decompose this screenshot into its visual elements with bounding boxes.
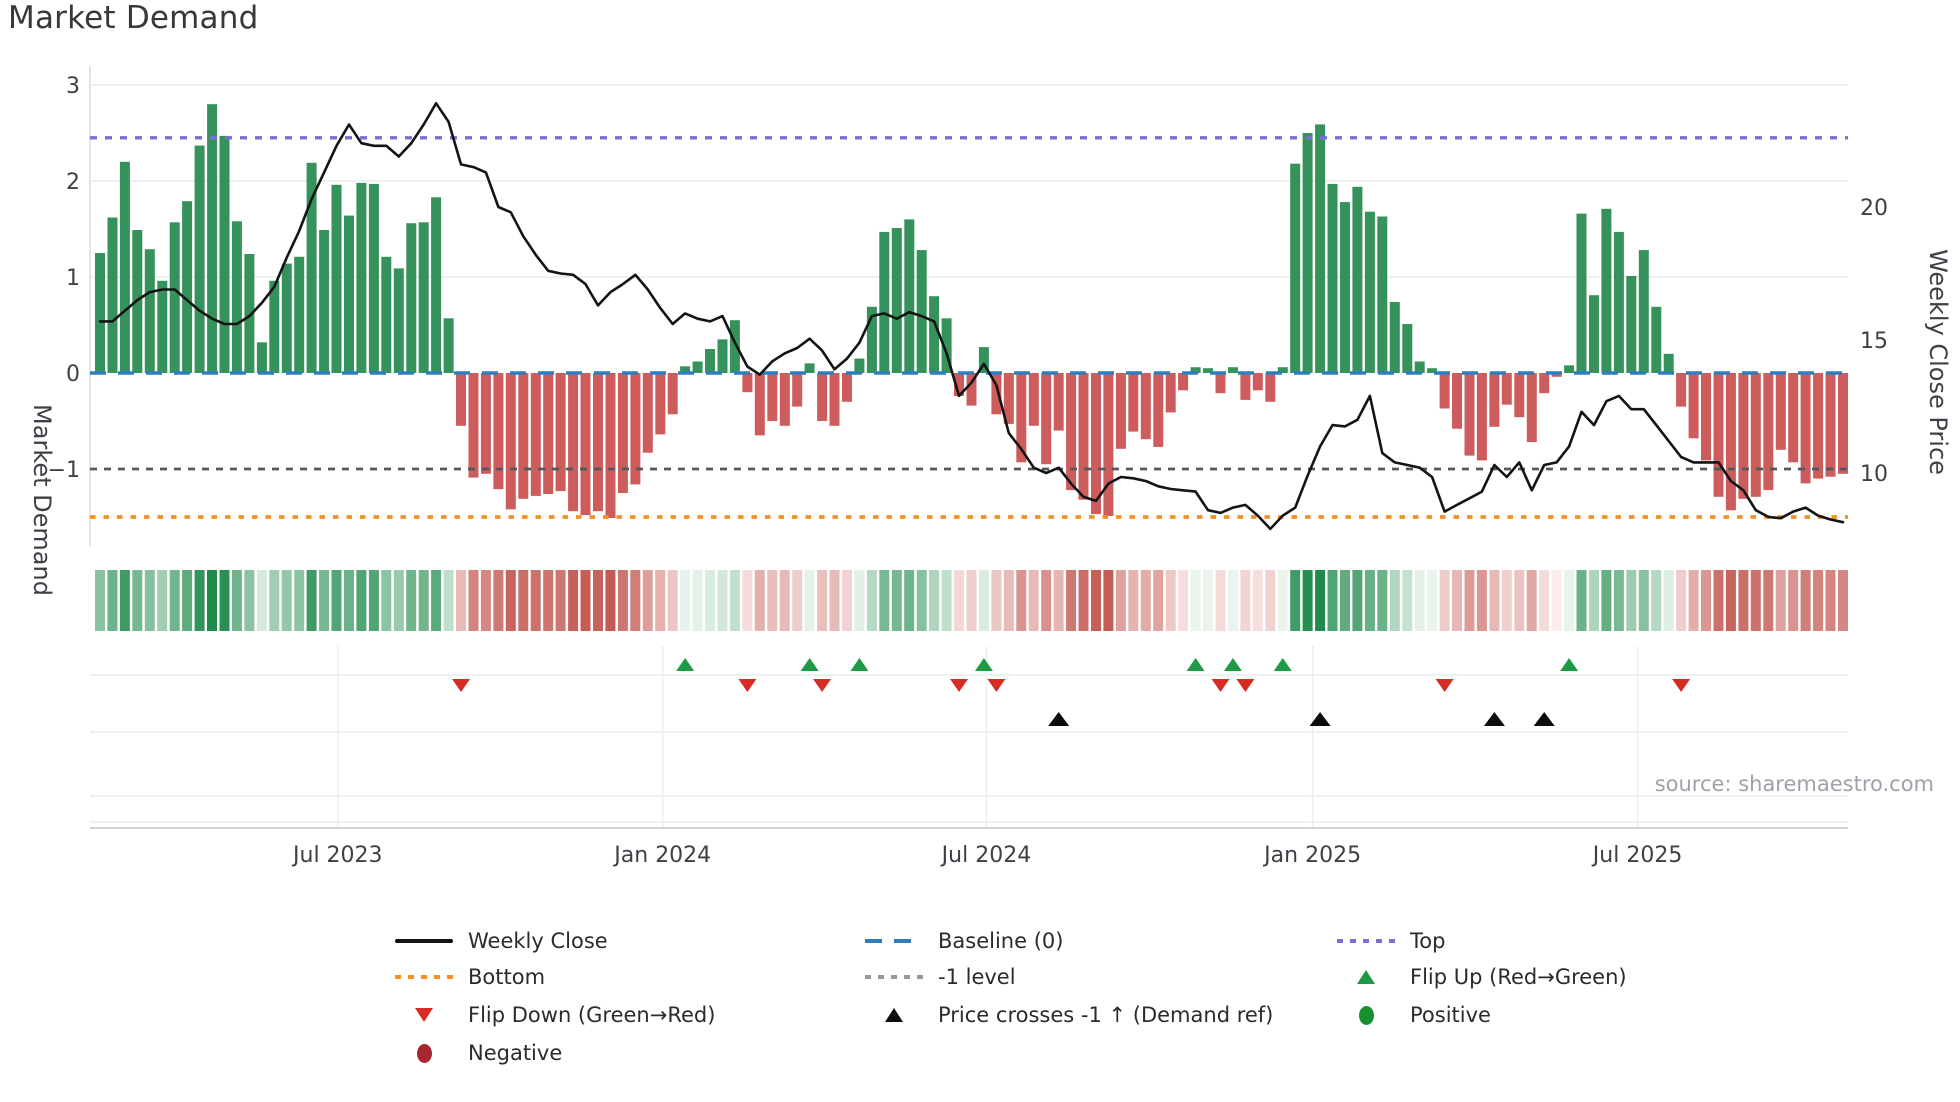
y-axis-left-tick: 0 (66, 362, 80, 387)
top-dash-icon (1337, 939, 1395, 943)
price-cross-markers (1048, 712, 1555, 726)
weekly-close-line-icon (395, 939, 453, 943)
legend-label: Weekly Close (468, 929, 608, 953)
page-title: Market Demand (8, 0, 259, 36)
y-axis-left-tick: 1 (66, 266, 80, 291)
x-axis-tick: Jul 2024 (940, 843, 1032, 868)
legend-item-baseline: Baseline (0) (862, 926, 1063, 956)
y-axis-left-tick: 2 (66, 170, 80, 195)
negative-icon (416, 1043, 432, 1063)
positive-icon (1358, 1005, 1374, 1025)
legend-label: Flip Up (Red→Green) (1410, 965, 1627, 989)
y-axis-left-title: Market Demand (28, 404, 56, 596)
flip-up-icon (1357, 970, 1375, 984)
x-axis-tick: Jan 2024 (612, 843, 711, 868)
x-axis-tick: Jul 2025 (1591, 843, 1683, 868)
minus-one-dash-icon (865, 975, 923, 979)
legend-label: Baseline (0) (938, 929, 1064, 953)
legend-item-weekly-close: Weekly Close (392, 926, 608, 956)
flip-down-markers (452, 679, 1691, 692)
bottom-dash-icon (395, 975, 453, 979)
legend-label: Negative (468, 1041, 563, 1065)
legend-item-bottom: Bottom (392, 962, 545, 992)
legend-label: Price crosses -1 ↑ (Demand ref) (938, 1003, 1274, 1027)
marker-panel (90, 646, 1848, 829)
legend-label: Top (1410, 929, 1446, 953)
flip-up-markers (676, 658, 1579, 671)
y-axis-right-title: Weekly Close Price (1924, 249, 1952, 475)
x-axis-tick: Jan 2025 (1262, 843, 1361, 868)
legend-item-price-cross: Price crosses -1 ↑ (Demand ref) (862, 1000, 1273, 1030)
legend-label: -1 level (938, 965, 1016, 989)
legend-label: Flip Down (Green→Red) (468, 1003, 716, 1027)
reference-levels (90, 136, 1848, 519)
legend-label: Bottom (468, 965, 546, 989)
y-axis-right-tick: 20 (1860, 196, 1888, 221)
x-axis-tick: Jul 2023 (291, 843, 383, 868)
price-line (98, 102, 1845, 531)
price-cross-icon (885, 1008, 903, 1022)
legend-item-flip-down: Flip Down (Green→Red) (392, 1000, 715, 1030)
legend-label: Positive (1410, 1003, 1491, 1027)
legend-item-minus-one-level: -1 level (862, 962, 1016, 992)
y-axis-right-tick: 15 (1860, 329, 1888, 354)
flip-down-icon (415, 1008, 433, 1022)
legend-item-positive: Positive (1334, 1000, 1491, 1030)
legend-item-negative: Negative (392, 1038, 562, 1068)
demand-bars (95, 104, 1848, 518)
legend-item-flip-up: Flip Up (Red→Green) (1334, 962, 1627, 992)
heatmap-strip (95, 570, 1848, 631)
y-axis-left-tick: −1 (48, 458, 80, 483)
baseline-dash-icon (865, 939, 923, 943)
legend-item-top: Top (1334, 926, 1445, 956)
source-attribution: source: sharemaestro.com (1654, 772, 1934, 796)
y-axis-right-tick: 10 (1860, 462, 1888, 487)
y-axis-left-tick: 3 (66, 74, 80, 99)
